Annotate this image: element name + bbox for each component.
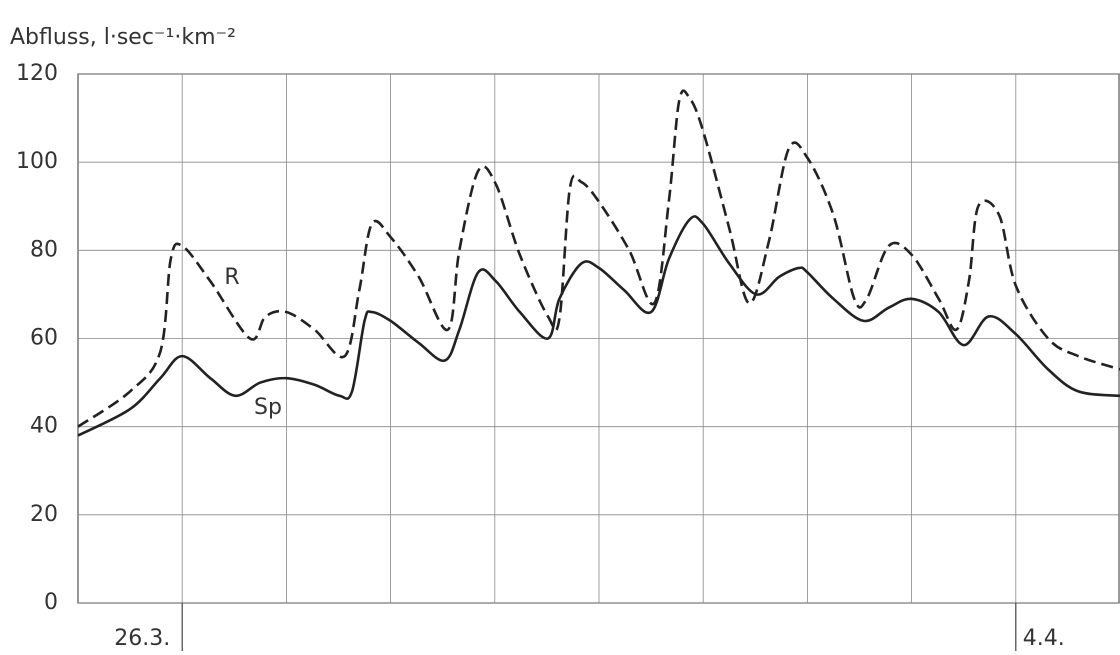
y-tick-label: 40 bbox=[30, 414, 58, 439]
y-tick-label: 80 bbox=[30, 237, 58, 262]
x-tick-label: 4.4. bbox=[1023, 626, 1065, 651]
y-axis-label: Abfluss, l·sec⁻¹·km⁻² bbox=[10, 25, 236, 50]
y-tick-label: 20 bbox=[30, 502, 58, 527]
y-tick-label: 100 bbox=[16, 149, 58, 174]
series-label: Sp bbox=[254, 395, 282, 420]
y-tick-label: 60 bbox=[30, 326, 58, 351]
series-line bbox=[77, 215, 1120, 437]
series-label: R bbox=[224, 265, 239, 290]
x-tick-label: 26.3. bbox=[114, 626, 170, 651]
y-tick-label: 0 bbox=[44, 590, 58, 615]
y-tick-label: 120 bbox=[16, 61, 58, 86]
